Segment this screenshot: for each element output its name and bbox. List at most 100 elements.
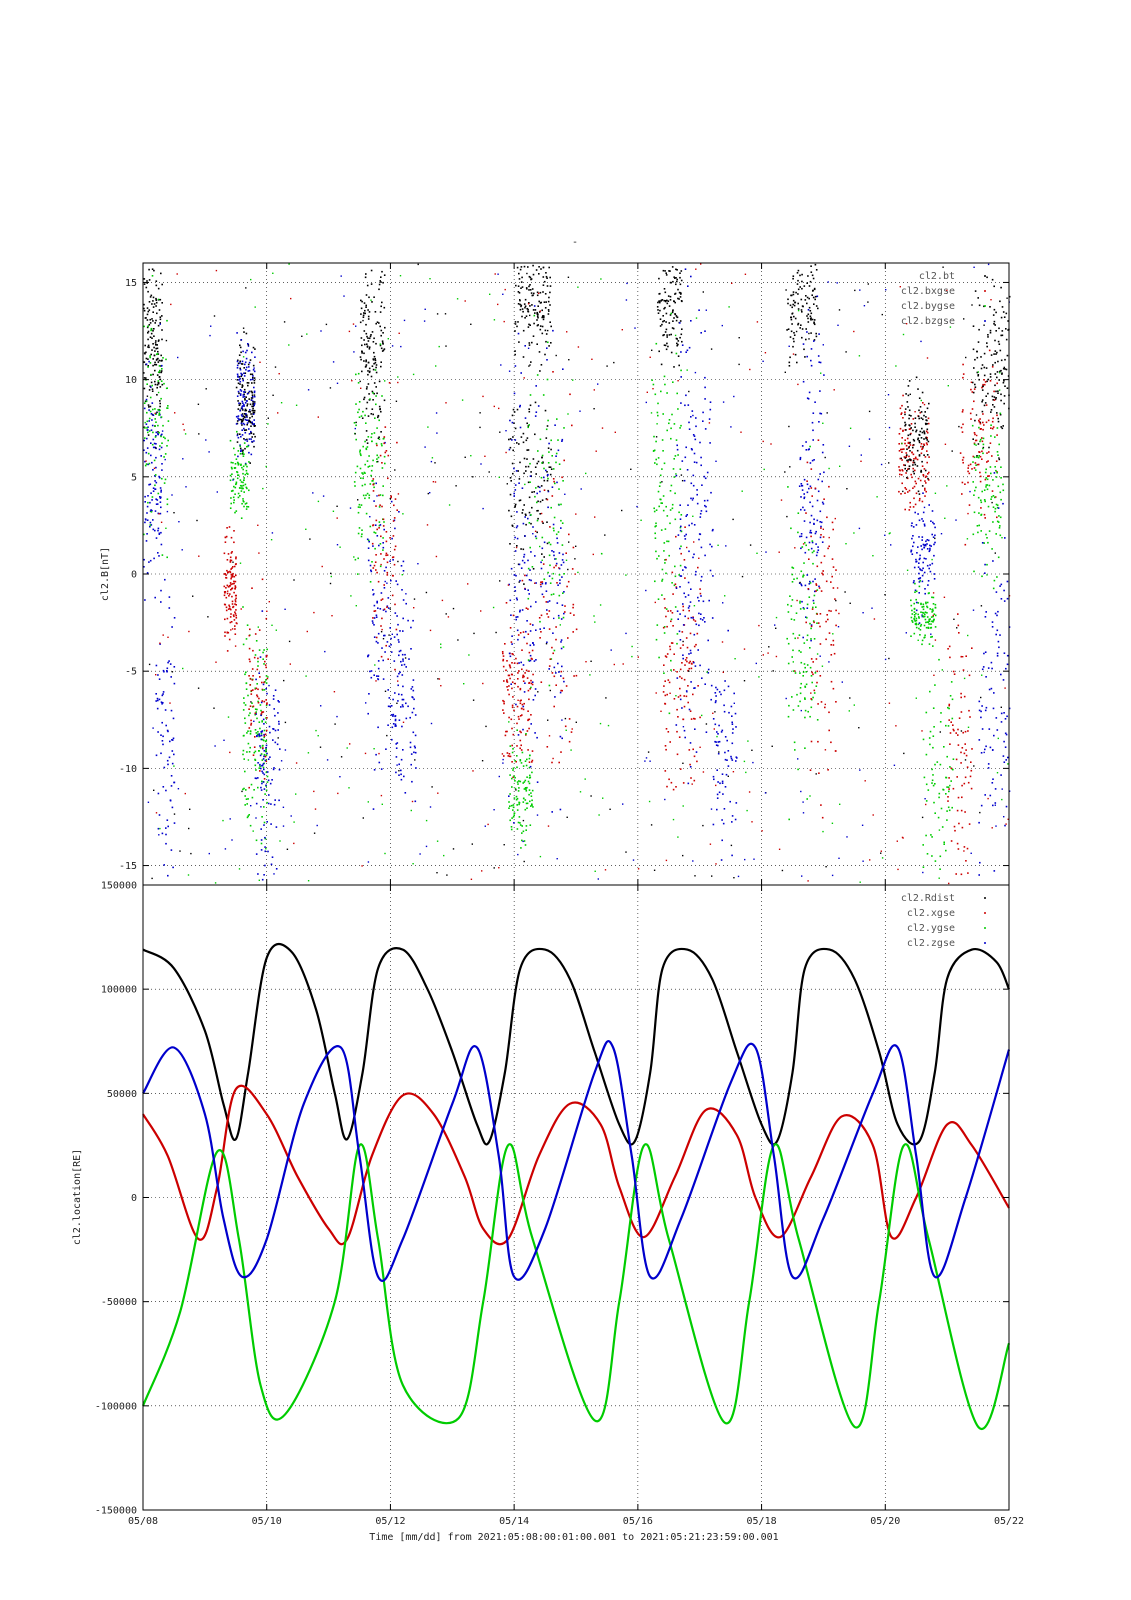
data-point — [914, 620, 916, 622]
data-point — [721, 782, 724, 784]
data-point — [664, 331, 667, 333]
data-point — [411, 711, 414, 714]
data-point — [519, 499, 522, 501]
data-point — [825, 620, 827, 623]
data-point — [921, 485, 924, 487]
data-point — [512, 767, 515, 770]
data-point — [230, 497, 232, 499]
data-point — [787, 302, 789, 305]
data-point — [395, 725, 397, 727]
data-point — [659, 474, 662, 477]
data-point — [265, 682, 268, 684]
data-point — [806, 315, 808, 317]
data-point — [548, 684, 551, 687]
data-point — [248, 420, 250, 423]
data-point — [814, 263, 817, 266]
data-point — [238, 376, 241, 378]
data-point — [996, 516, 998, 519]
data-point — [666, 342, 668, 345]
data-point — [813, 323, 816, 326]
data-point — [165, 724, 167, 727]
data-point — [154, 383, 157, 386]
data-point — [258, 767, 261, 769]
data-point — [515, 760, 517, 763]
data-point — [913, 632, 916, 635]
data-point — [917, 513, 919, 515]
data-point — [560, 618, 563, 620]
data-point — [913, 611, 916, 613]
data-point — [567, 580, 570, 583]
data-point — [247, 384, 249, 387]
data-point — [977, 374, 980, 376]
data-point — [676, 677, 679, 679]
data-point — [970, 787, 973, 790]
data-point — [813, 459, 815, 461]
data-point — [366, 538, 369, 541]
data-point — [549, 543, 552, 546]
data-point — [260, 714, 262, 717]
data-point — [962, 423, 964, 426]
data-point — [238, 418, 240, 421]
data-point — [405, 717, 408, 720]
data-point — [239, 394, 242, 396]
data-point — [382, 609, 385, 611]
data-point — [911, 619, 913, 622]
data-point — [148, 324, 151, 326]
data-point — [261, 878, 264, 881]
data-point — [785, 697, 787, 700]
data-point — [925, 430, 928, 433]
data-point — [525, 733, 527, 735]
data-point — [147, 431, 149, 434]
data-point — [528, 782, 531, 785]
data-point — [511, 653, 513, 655]
data-point — [796, 283, 799, 285]
data-point — [360, 307, 363, 310]
data-point — [791, 573, 794, 576]
data-point — [1003, 380, 1005, 382]
data-point — [806, 616, 808, 619]
data-point — [262, 658, 264, 660]
data-point — [794, 749, 796, 751]
data-point — [799, 274, 801, 277]
data-point — [378, 380, 381, 383]
data-point — [147, 338, 149, 341]
data-point — [730, 844, 733, 847]
data-point — [667, 610, 669, 612]
data-point — [558, 617, 560, 619]
data-point — [654, 393, 657, 396]
data-point — [238, 404, 241, 406]
data-point — [669, 522, 671, 525]
data-point — [702, 411, 704, 414]
data-point — [245, 357, 248, 360]
data-point — [921, 606, 923, 608]
data-point — [805, 295, 807, 297]
data-point — [382, 678, 385, 680]
data-point — [266, 775, 269, 778]
data-point — [373, 351, 375, 354]
data-point — [528, 275, 531, 278]
data-point — [680, 530, 683, 533]
data-point — [1001, 373, 1003, 375]
data-point — [677, 355, 680, 357]
data-point — [1006, 597, 1009, 600]
data-point — [224, 635, 226, 637]
data-point — [247, 343, 250, 346]
data-point — [925, 540, 927, 543]
data-point — [986, 461, 988, 463]
data-point — [240, 450, 242, 453]
data-point — [366, 492, 369, 495]
data-point — [502, 293, 504, 295]
data-point — [922, 871, 924, 874]
data-point — [712, 823, 715, 826]
data-point — [664, 703, 667, 705]
data-point — [150, 413, 153, 415]
data-point — [912, 467, 914, 470]
data-point — [288, 344, 290, 346]
data-point — [252, 376, 254, 379]
data-point — [559, 582, 561, 585]
data-point — [915, 598, 917, 601]
data-point — [688, 421, 690, 424]
data-point — [242, 417, 245, 420]
data-point — [802, 607, 805, 609]
data-point — [241, 413, 244, 415]
